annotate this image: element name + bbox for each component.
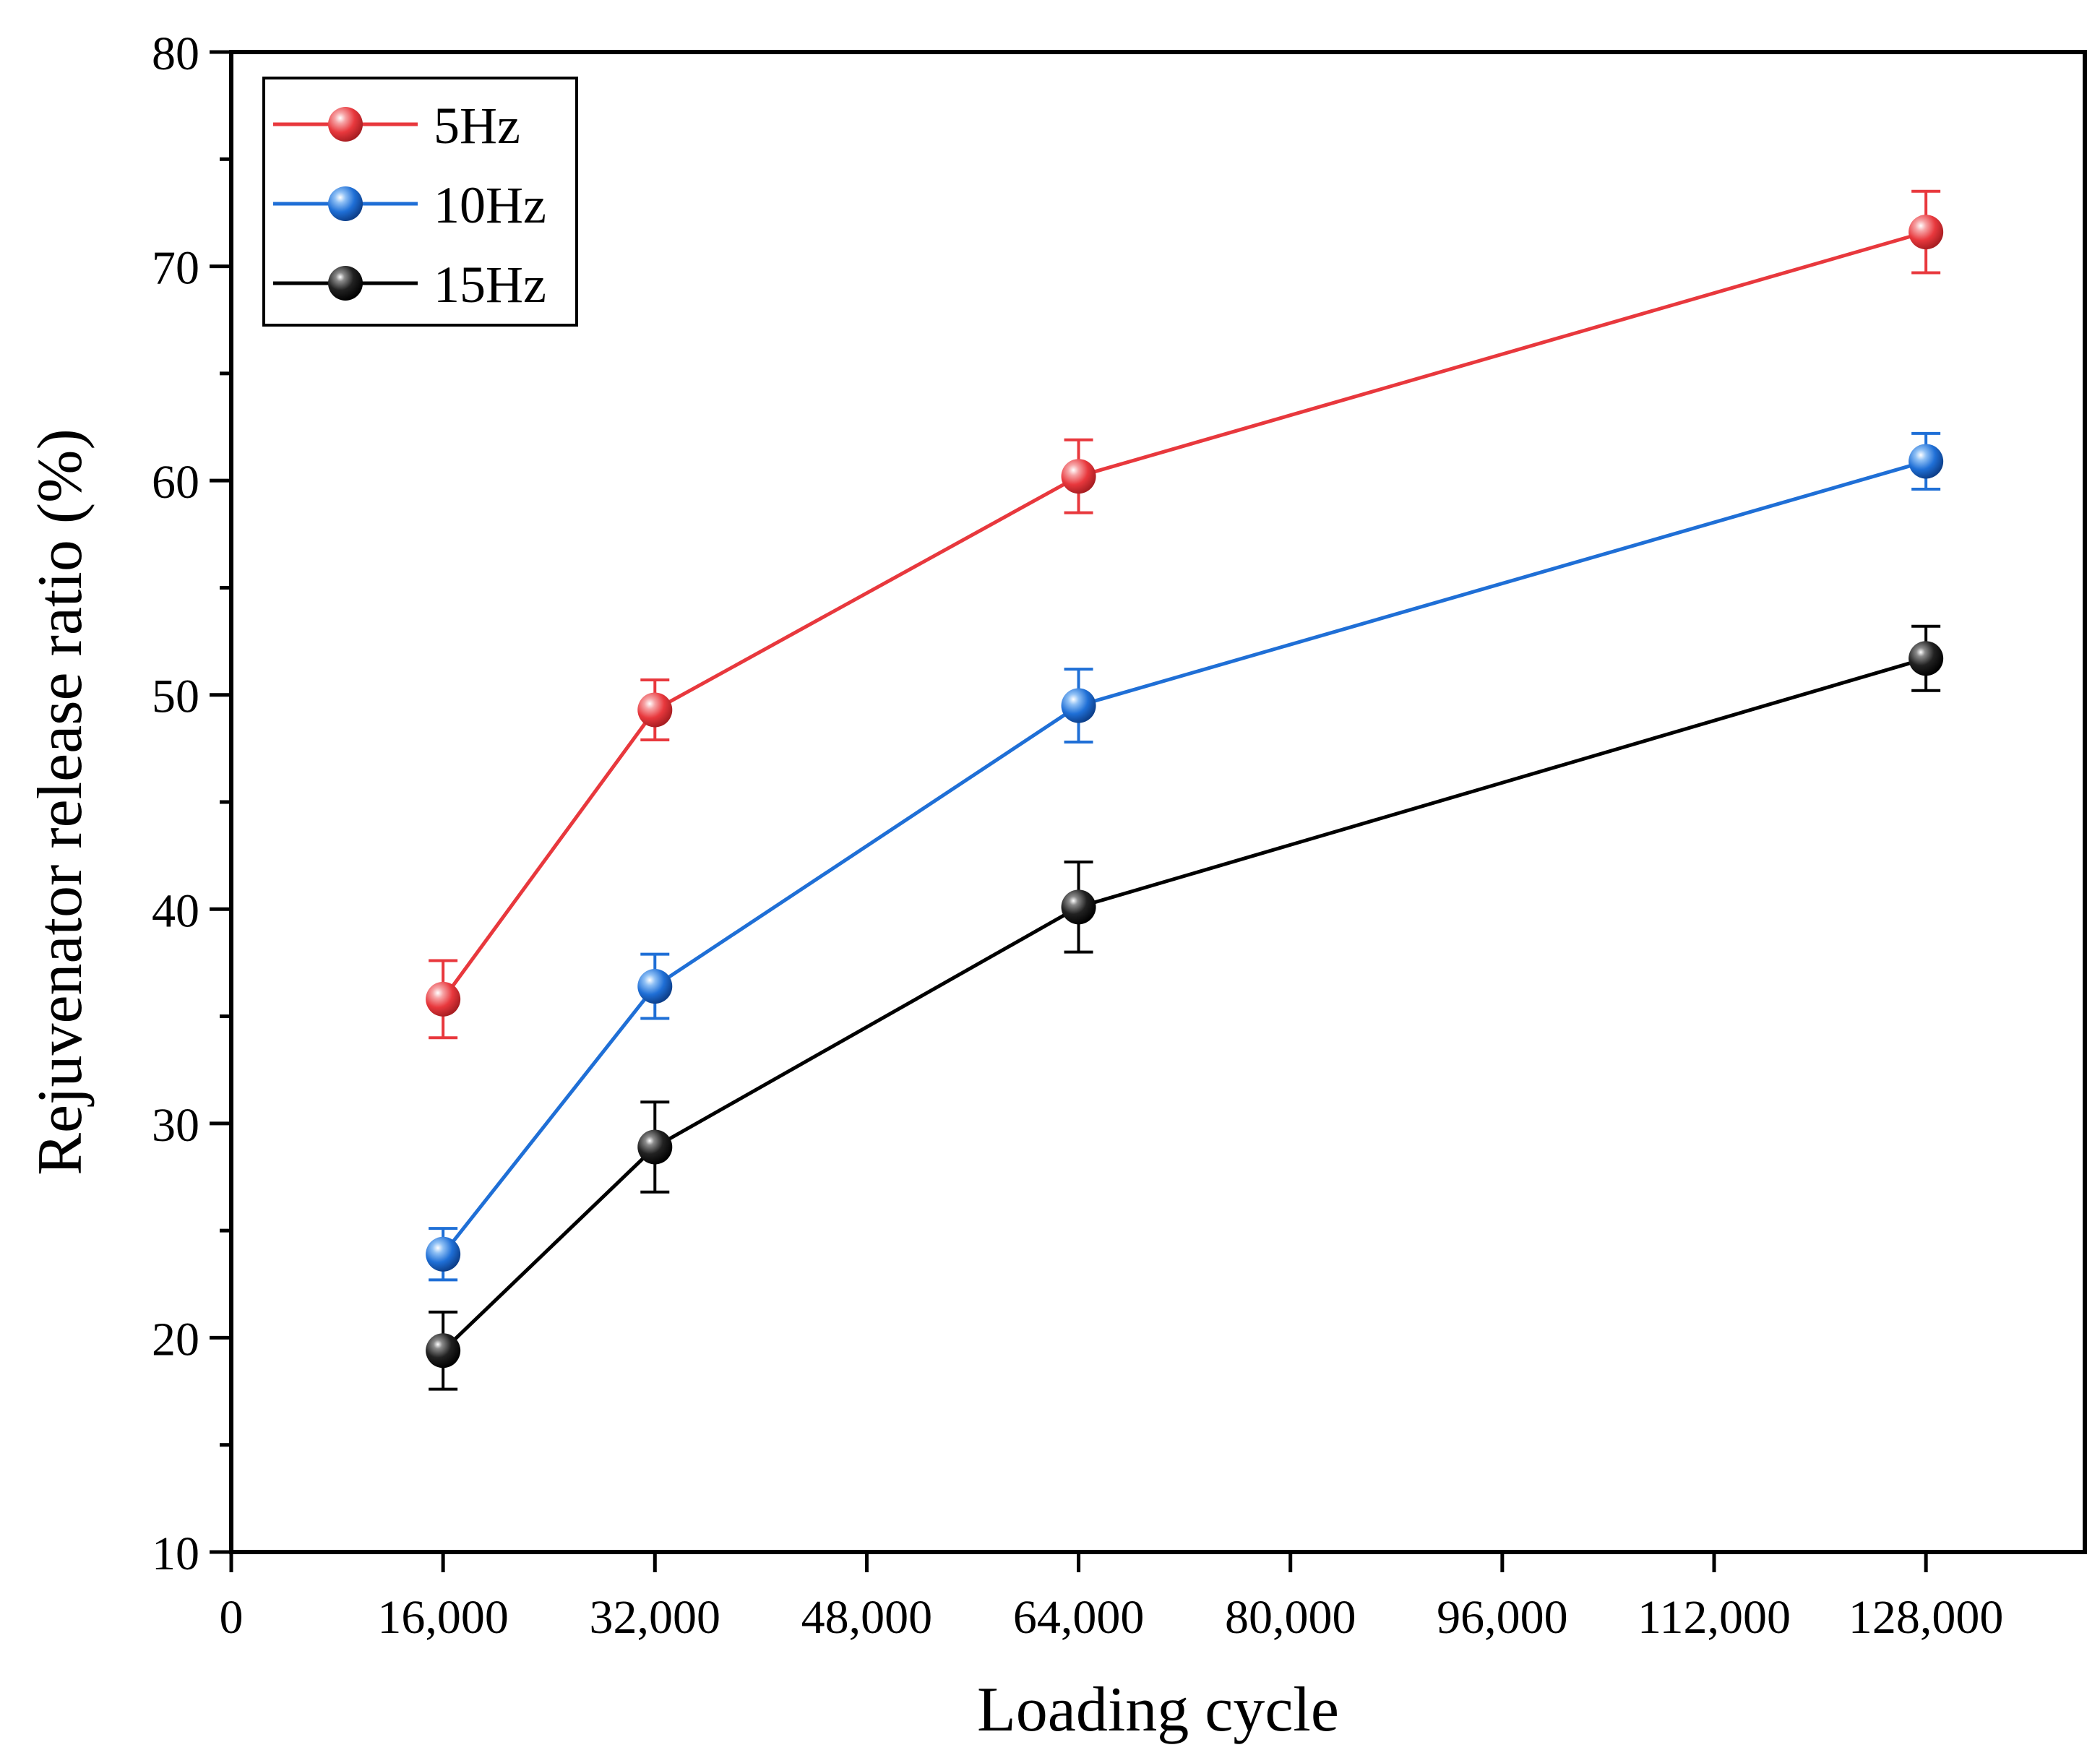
data-point (637, 969, 673, 1004)
data-point (1061, 459, 1096, 494)
series-line-15Hz (442, 656, 1927, 1353)
data-point (1061, 688, 1096, 723)
data-point (637, 692, 673, 728)
series-5Hz (426, 189, 1944, 1040)
x-tick-label: 0 (220, 1591, 244, 1644)
data-point (426, 1333, 461, 1368)
data-point (1908, 444, 1944, 479)
data-point (1908, 215, 1944, 250)
y-tick-label: 60 (152, 456, 199, 509)
series-layer (426, 189, 1944, 1391)
x-tick-label: 96,000 (1437, 1591, 1568, 1644)
y-axis-ticks: 10 20 30 40 50 60 70 80 (152, 27, 231, 1580)
series-10Hz (426, 431, 1944, 1282)
x-tick-label: 112,000 (1638, 1591, 1791, 1644)
data-point (1061, 889, 1096, 925)
series-15Hz (426, 624, 1944, 1391)
x-tick-label: 16,000 (377, 1591, 509, 1644)
x-tick-label: 64,000 (1013, 1591, 1145, 1644)
legend-marker (328, 107, 363, 142)
y-tick-label: 40 (152, 884, 199, 937)
x-axis-title: Loading cycle (977, 1675, 1339, 1745)
series-line-5Hz (442, 230, 1927, 1001)
legend-entry-5Hz: 5Hz (273, 97, 520, 155)
y-tick-label: 70 (152, 242, 199, 295)
legend-marker (328, 186, 363, 221)
data-point (1908, 641, 1944, 676)
data-point (637, 1129, 673, 1165)
x-axis-ticks: 0 16,000 32,000 48,000 64,000 80,000 96,000 112… (220, 1552, 2004, 1644)
legend-label: 5Hz (434, 97, 520, 155)
legend-label: 10Hz (434, 176, 546, 234)
data-point (426, 981, 461, 1017)
y-tick-label: 20 (152, 1313, 199, 1366)
x-tick-label: 32,000 (590, 1591, 721, 1644)
series-line-10Hz (442, 460, 1927, 1256)
y-tick-label: 50 (152, 671, 199, 723)
x-tick-label: 48,000 (801, 1591, 933, 1644)
y-axis-title: Rejuvenator release ratio (%) (25, 428, 95, 1175)
x-tick-label: 80,000 (1225, 1591, 1356, 1644)
legend-label: 15Hz (434, 256, 546, 314)
legend-marker (328, 266, 363, 301)
legend-entry-10Hz: 10Hz (273, 176, 546, 234)
plot-frame (229, 50, 2087, 1554)
legend-entry-15Hz: 15Hz (273, 256, 546, 314)
y-tick-label: 80 (152, 27, 199, 80)
legend: 5Hz 10Hz 15Hz (262, 77, 578, 327)
data-point (426, 1236, 461, 1272)
y-tick-label: 30 (152, 1099, 199, 1152)
y-tick-label: 10 (152, 1527, 199, 1580)
x-tick-label: 128,000 (1849, 1591, 2004, 1644)
